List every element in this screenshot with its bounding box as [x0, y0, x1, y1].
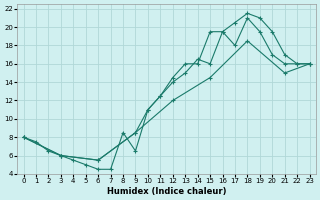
X-axis label: Humidex (Indice chaleur): Humidex (Indice chaleur)	[107, 187, 226, 196]
